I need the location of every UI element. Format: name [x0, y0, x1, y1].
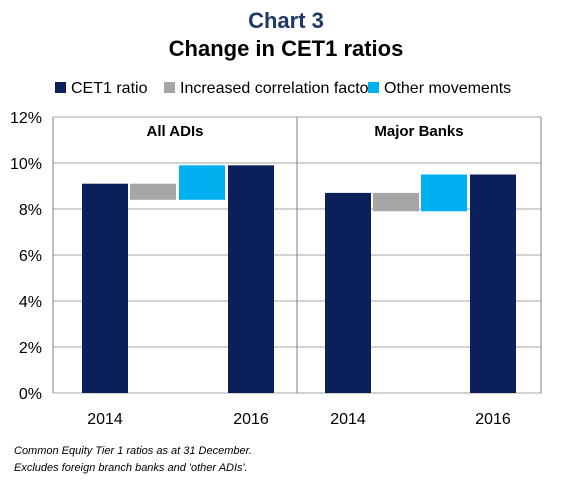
footnote-2: Excludes foreign branch banks and 'other… [14, 462, 248, 474]
legend-label: CET1 ratio [71, 80, 148, 97]
bar [179, 165, 225, 200]
legend-swatch [164, 82, 175, 93]
legend-swatch [368, 82, 379, 93]
footnote-1: Common Equity Tier 1 ratios as at 31 Dec… [14, 445, 252, 457]
x-tick-label: 2014 [87, 411, 123, 428]
panel-label: Major Banks [374, 123, 463, 140]
chart-title: Chart 3 [248, 8, 324, 33]
bar [228, 165, 274, 393]
legend-swatch [55, 82, 66, 93]
bar [421, 174, 467, 212]
bar [82, 183, 128, 393]
y-tick-label: 4% [19, 294, 42, 311]
x-tick-label: 2016 [475, 411, 511, 428]
x-tick-label: 2016 [233, 411, 269, 428]
bar [373, 192, 419, 212]
chart-plot: CET1 ratio Increased correlation factor Ot… [10, 80, 542, 428]
bar [470, 174, 516, 393]
y-tick-label: 12% [10, 110, 42, 127]
x-tick-label: 2014 [330, 411, 366, 428]
bar [130, 183, 176, 200]
legend-label: Increased correlation factor [180, 80, 375, 97]
y-tick-label: 2% [19, 340, 42, 357]
y-tick-label: 6% [19, 248, 42, 265]
y-tick-label: 0% [19, 386, 42, 403]
y-tick-label: 10% [10, 156, 42, 173]
bar [325, 192, 371, 393]
panel-label: All ADIs [147, 123, 204, 140]
legend-label: Other movements [384, 80, 511, 97]
chart-subtitle: Change in CET1 ratios [168, 36, 404, 61]
y-tick-label: 8% [19, 202, 42, 219]
